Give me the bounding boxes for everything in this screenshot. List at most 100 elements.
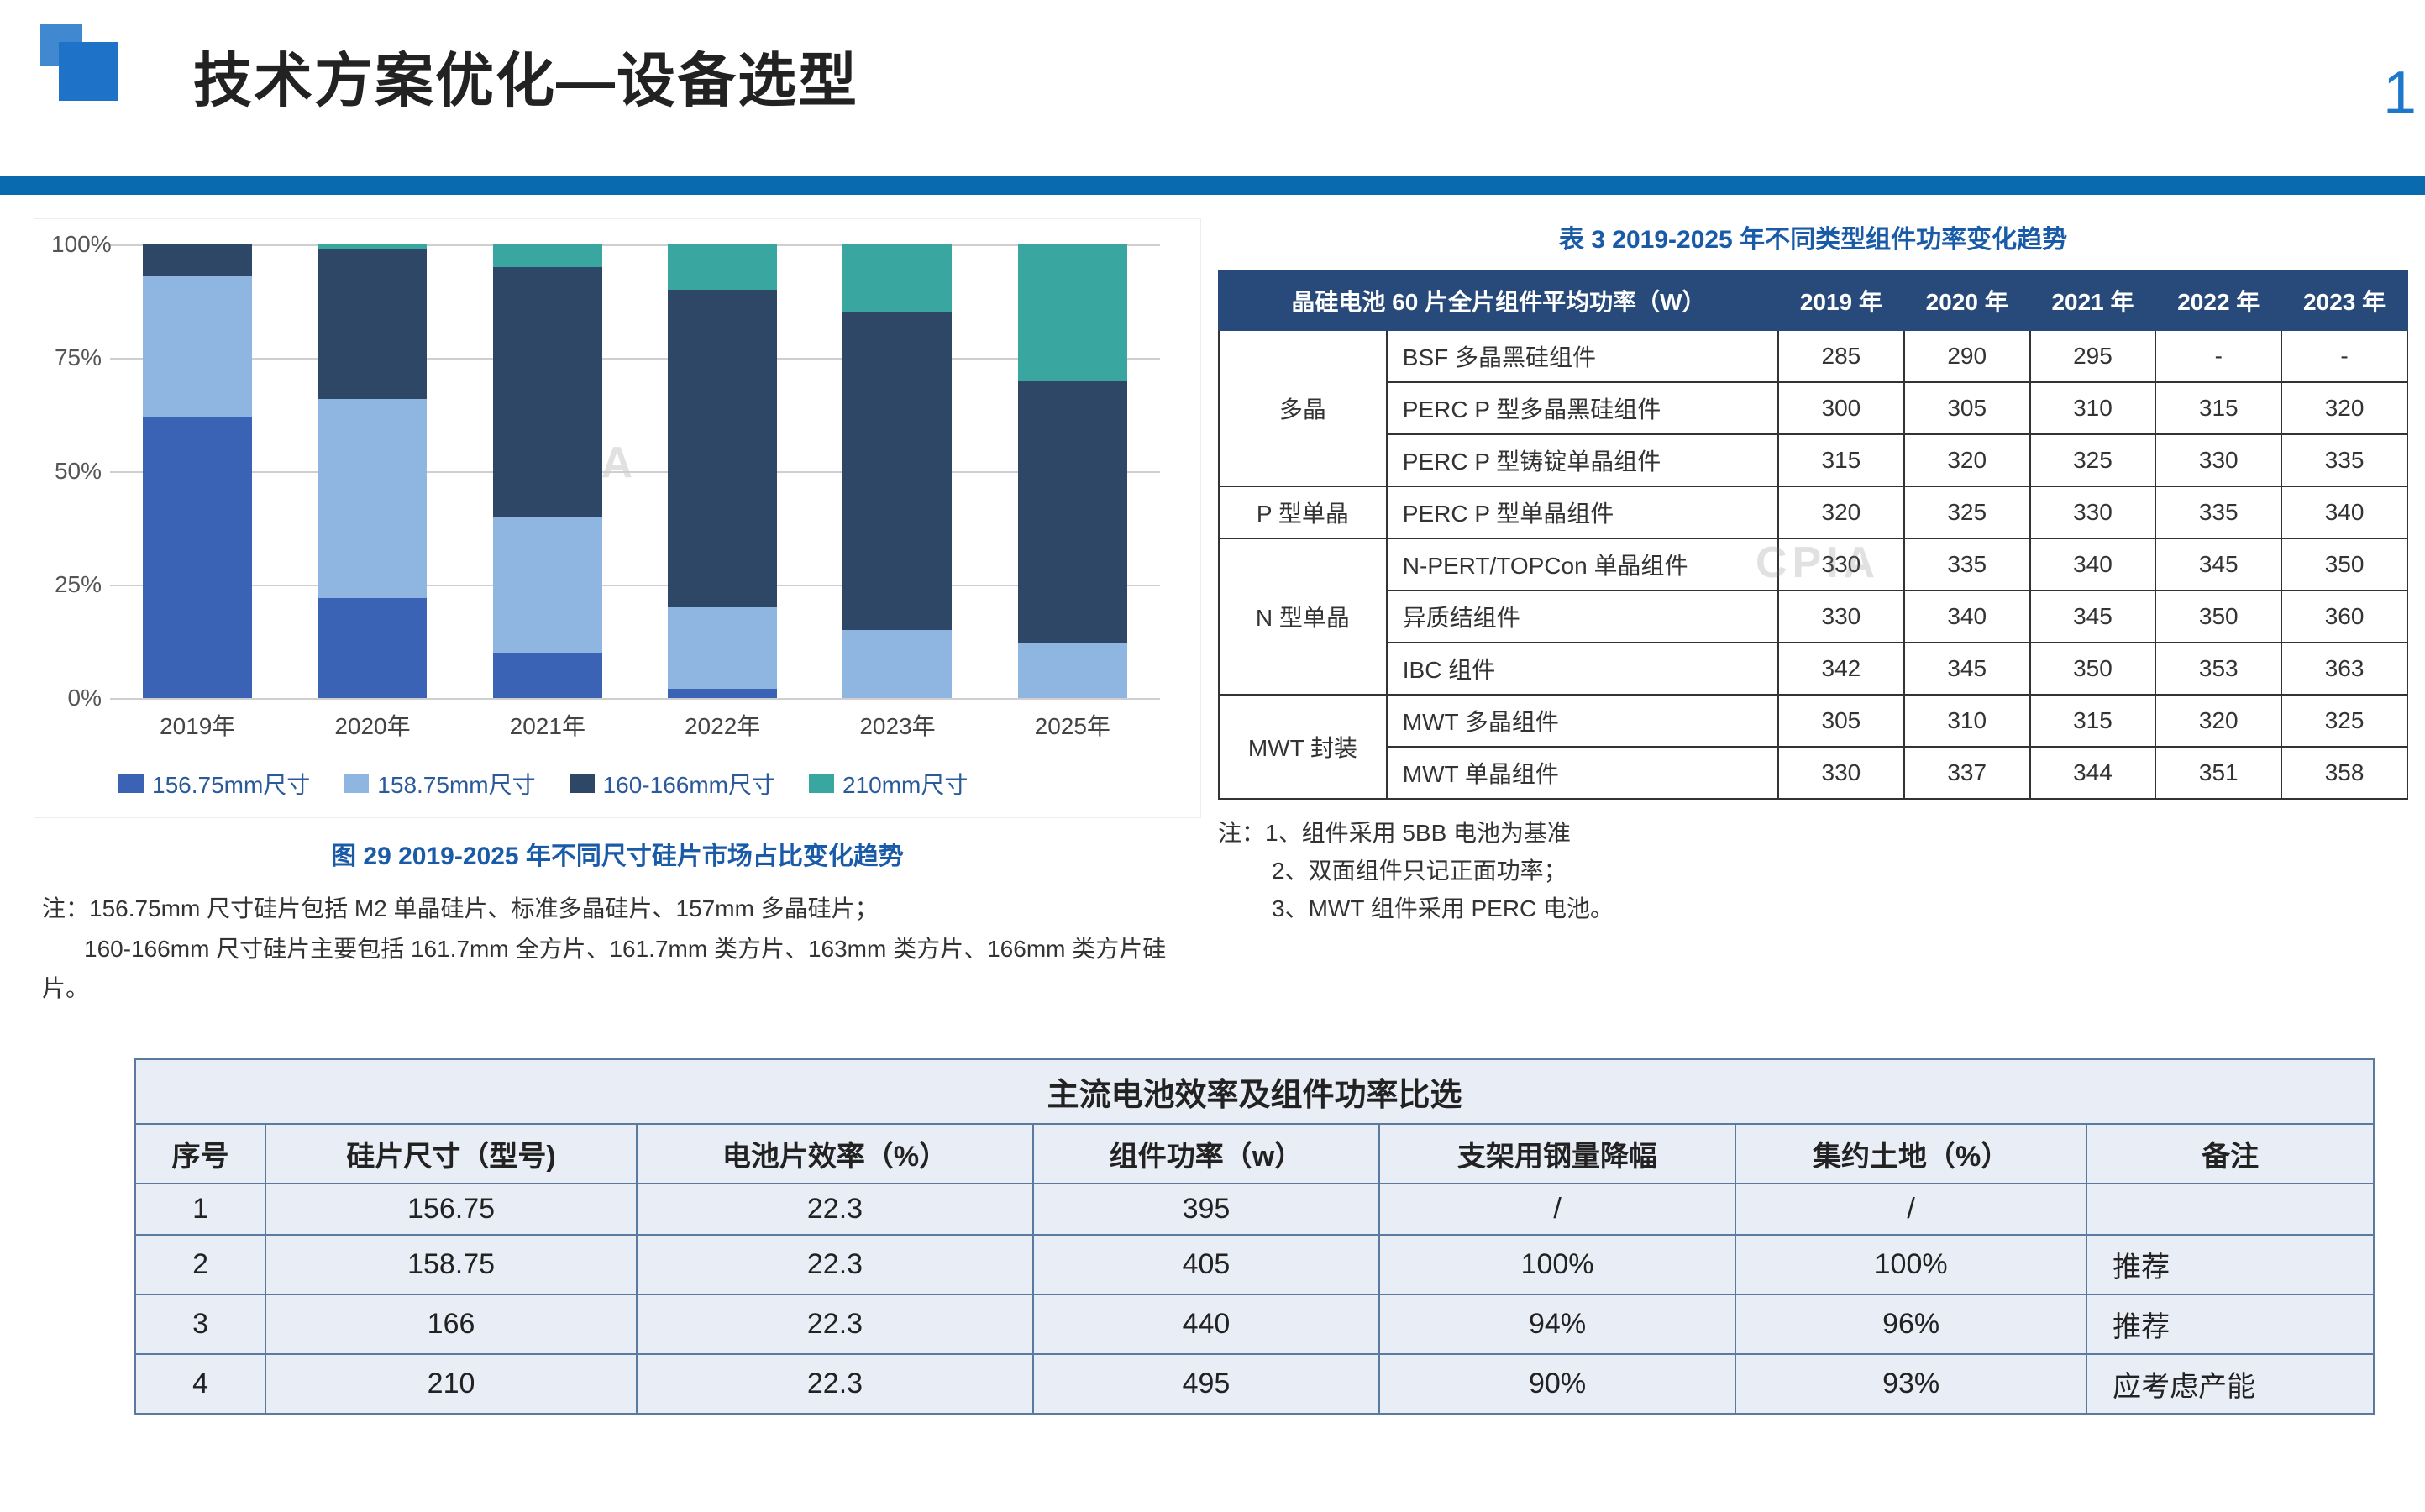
- page-title: 技术方案优化—设备选型: [193, 34, 2425, 118]
- legend-swatch: [344, 774, 369, 793]
- table3-cell: -: [2281, 330, 2407, 382]
- cmp-cell: 4: [135, 1354, 265, 1414]
- table3-cell: 295: [2030, 330, 2156, 382]
- table3-cell: 330: [1778, 747, 1904, 799]
- cmp-cell: /: [1735, 1184, 2086, 1235]
- table3-note-line: 2、双面组件只记正面功率；: [1218, 853, 2408, 890]
- table3-row-label: MWT 单晶组件: [1387, 747, 1778, 799]
- cmp-cell: 2: [135, 1235, 265, 1294]
- cmp-cell: 94%: [1379, 1294, 1735, 1354]
- chart-bar-segment: [493, 653, 602, 698]
- table3-group-label: MWT 封装: [1219, 695, 1387, 799]
- table3-cell: 320: [2281, 382, 2407, 434]
- chart-bar-segment: [668, 290, 777, 607]
- cmp-cell: 395: [1033, 1184, 1379, 1235]
- table3-cell: 310: [1904, 695, 2030, 747]
- chart-bar: [668, 244, 777, 698]
- table3-cell: 351: [2155, 747, 2281, 799]
- table3-header-main: 晶硅电池 60 片全片组件平均功率（W）: [1219, 271, 1778, 330]
- table3-row-label: BSF 多晶黑硅组件: [1387, 330, 1778, 382]
- chart-bar-segment: [143, 244, 252, 276]
- chart-bar: [318, 244, 427, 698]
- chart-bar-segment: [493, 267, 602, 517]
- table3-cell: 285: [1778, 330, 1904, 382]
- table-row: 421022.349590%93%应考虑产能: [135, 1354, 2374, 1414]
- table3-note-line: 注：1、组件采用 5BB 电池为基准: [1218, 815, 2408, 853]
- table3-cell: 330: [1778, 538, 1904, 591]
- table3-header-year: 2023 年: [2281, 271, 2407, 330]
- chart-note-line: 160-166mm 尺寸硅片主要包括 161.7mm 全方片、161.7mm 类…: [42, 929, 1201, 969]
- table-row: MWT 单晶组件330337344351358: [1219, 747, 2407, 799]
- legend-item: 156.75mm尺寸: [118, 767, 310, 801]
- cmp-title: 主流电池效率及组件功率比选: [135, 1059, 2374, 1124]
- table3-cell: 305: [1904, 382, 2030, 434]
- table3-cell: 330: [2030, 486, 2156, 538]
- cmp-cell: 93%: [1735, 1354, 2086, 1414]
- cmp-cell: 100%: [1735, 1235, 2086, 1294]
- cmp-cell: 22.3: [637, 1294, 1033, 1354]
- chart-bar: [1018, 244, 1127, 698]
- table3-cell: 340: [1904, 591, 2030, 643]
- table3-cell: 363: [2281, 643, 2407, 695]
- comparison-wrap: 主流电池效率及组件功率比选序号硅片尺寸（型号)电池片效率（%）组件功率（w）支架…: [134, 1058, 2375, 1415]
- chart-gridline: [110, 698, 1160, 700]
- chart-ytick: 75%: [51, 344, 102, 371]
- table3-cell: 335: [2281, 434, 2407, 486]
- slide-header: 技术方案优化—设备选型 1: [0, 0, 2425, 118]
- title-underline: [0, 176, 2425, 195]
- table3-column: 表 3 2019-2025 年不同类型组件功率变化趋势 晶硅电池 60 片全片组…: [1218, 218, 2408, 1009]
- cmp-cell: 推荐: [2086, 1235, 2374, 1294]
- chart-legend: 156.75mm尺寸158.75mm尺寸160-166mm尺寸210mm尺寸: [118, 767, 1184, 801]
- table3-row-label: PERC P 型铸锭单晶组件: [1387, 434, 1778, 486]
- table3-cell: 353: [2155, 643, 2281, 695]
- cmp-cell: 22.3: [637, 1184, 1033, 1235]
- chart-ytick: 0%: [51, 685, 102, 711]
- chart-bar: [842, 244, 952, 698]
- table3-cell: -: [2155, 330, 2281, 382]
- table3-cell: 290: [1904, 330, 2030, 382]
- table3-cell: 350: [2281, 538, 2407, 591]
- cmp-cell: 应考虑产能: [2086, 1354, 2374, 1414]
- table-row: PERC P 型铸锭单晶组件315320325330335: [1219, 434, 2407, 486]
- cmp-cell: 22.3: [637, 1235, 1033, 1294]
- chart-bar-segment: [143, 417, 252, 698]
- chart-ytick: 100%: [51, 231, 102, 258]
- chart-x-label: 2023年: [842, 708, 952, 742]
- cmp-cell: [2086, 1184, 2374, 1235]
- table3-row-label: 异质结组件: [1387, 591, 1778, 643]
- chart-bar-segment: [668, 244, 777, 290]
- table3-note-line: 3、MWT 组件采用 PERC 电池。: [1218, 890, 2408, 928]
- chart-bar-segment: [318, 249, 427, 398]
- chart-bar: [143, 244, 252, 698]
- table3-cell: 330: [1778, 591, 1904, 643]
- table3-row-label: N-PERT/TOPCon 单晶组件: [1387, 538, 1778, 591]
- chart-note-line: 片。: [42, 969, 1201, 1009]
- chart-plot: CPIA 0%25%50%75%100%: [110, 244, 1160, 698]
- table-row: 2158.7522.3405100%100%推荐: [135, 1235, 2374, 1294]
- chart-x-label: 2025年: [1018, 708, 1127, 742]
- chart-bar-segment: [318, 399, 427, 599]
- table3-cell: 315: [1778, 434, 1904, 486]
- table3-row-label: IBC 组件: [1387, 643, 1778, 695]
- chart-x-label: 2021年: [493, 708, 602, 742]
- cmp-cell: 3: [135, 1294, 265, 1354]
- table3-notes: 注：1、组件采用 5BB 电池为基准2、双面组件只记正面功率；3、MWT 组件采…: [1218, 815, 2408, 927]
- table3-cell: 320: [1904, 434, 2030, 486]
- main-area: CPIA 0%25%50%75%100% 2019年2020年2021年2022…: [34, 218, 2408, 1009]
- table3-cell: 305: [1778, 695, 1904, 747]
- table3-row-label: PERC P 型单晶组件: [1387, 486, 1778, 538]
- cmp-cell: 22.3: [637, 1354, 1033, 1414]
- cmp-header: 备注: [2086, 1124, 2374, 1184]
- chart-ytick: 25%: [51, 571, 102, 598]
- table3-caption: 表 3 2019-2025 年不同类型组件功率变化趋势: [1218, 218, 2408, 255]
- table-row: MWT 封装MWT 多晶组件305310315320325: [1219, 695, 2407, 747]
- table3-group-label: N 型单晶: [1219, 538, 1387, 695]
- table3-header-year: 2019 年: [1778, 271, 1904, 330]
- chart-column: CPIA 0%25%50%75%100% 2019年2020年2021年2022…: [34, 218, 1201, 1009]
- table-row: IBC 组件342345350353363: [1219, 643, 2407, 695]
- cmp-cell: 推荐: [2086, 1294, 2374, 1354]
- cmp-cell: /: [1379, 1184, 1735, 1235]
- chart-bar-segment: [842, 312, 952, 630]
- cmp-header: 序号: [135, 1124, 265, 1184]
- cmp-cell: 166: [265, 1294, 637, 1354]
